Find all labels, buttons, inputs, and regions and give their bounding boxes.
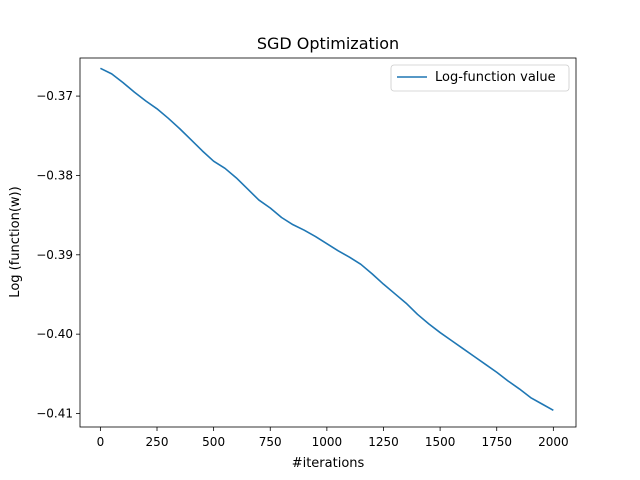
x-tick-label: 1750 <box>481 435 512 449</box>
legend-box <box>390 64 570 92</box>
y-tick-label: −0.37 <box>36 89 73 103</box>
series-line-log-function-value <box>100 67 554 412</box>
y-axis-label: Log (function(w)) <box>8 186 23 297</box>
y-tick-label: −0.38 <box>36 168 73 182</box>
x-tick-label: 750 <box>259 435 282 449</box>
x-tick-label: 0 <box>97 435 105 449</box>
y-tick-label: −0.39 <box>36 248 73 262</box>
x-tick-label: 1500 <box>425 435 456 449</box>
plot-frame <box>79 57 577 428</box>
x-tick-label: 1000 <box>312 435 343 449</box>
legend: Log-function value <box>390 64 570 92</box>
x-axis: 0 250 500 750 1000 1250 1500 1750 2000 <box>97 427 569 449</box>
x-tick-label: 250 <box>146 435 169 449</box>
y-axis: −0.37 −0.38 −0.39 −0.40 −0.41 <box>36 89 80 421</box>
y-tick-label: −0.40 <box>36 327 73 341</box>
chart-title: SGD Optimization <box>257 34 399 53</box>
legend-label: Log-function value <box>435 70 556 85</box>
x-tick-label: 2000 <box>538 435 569 449</box>
x-tick-label: 500 <box>202 435 225 449</box>
x-tick-label: 1250 <box>368 435 399 449</box>
y-tick-label: −0.41 <box>36 407 73 421</box>
x-axis-label: #iterations <box>292 456 365 471</box>
